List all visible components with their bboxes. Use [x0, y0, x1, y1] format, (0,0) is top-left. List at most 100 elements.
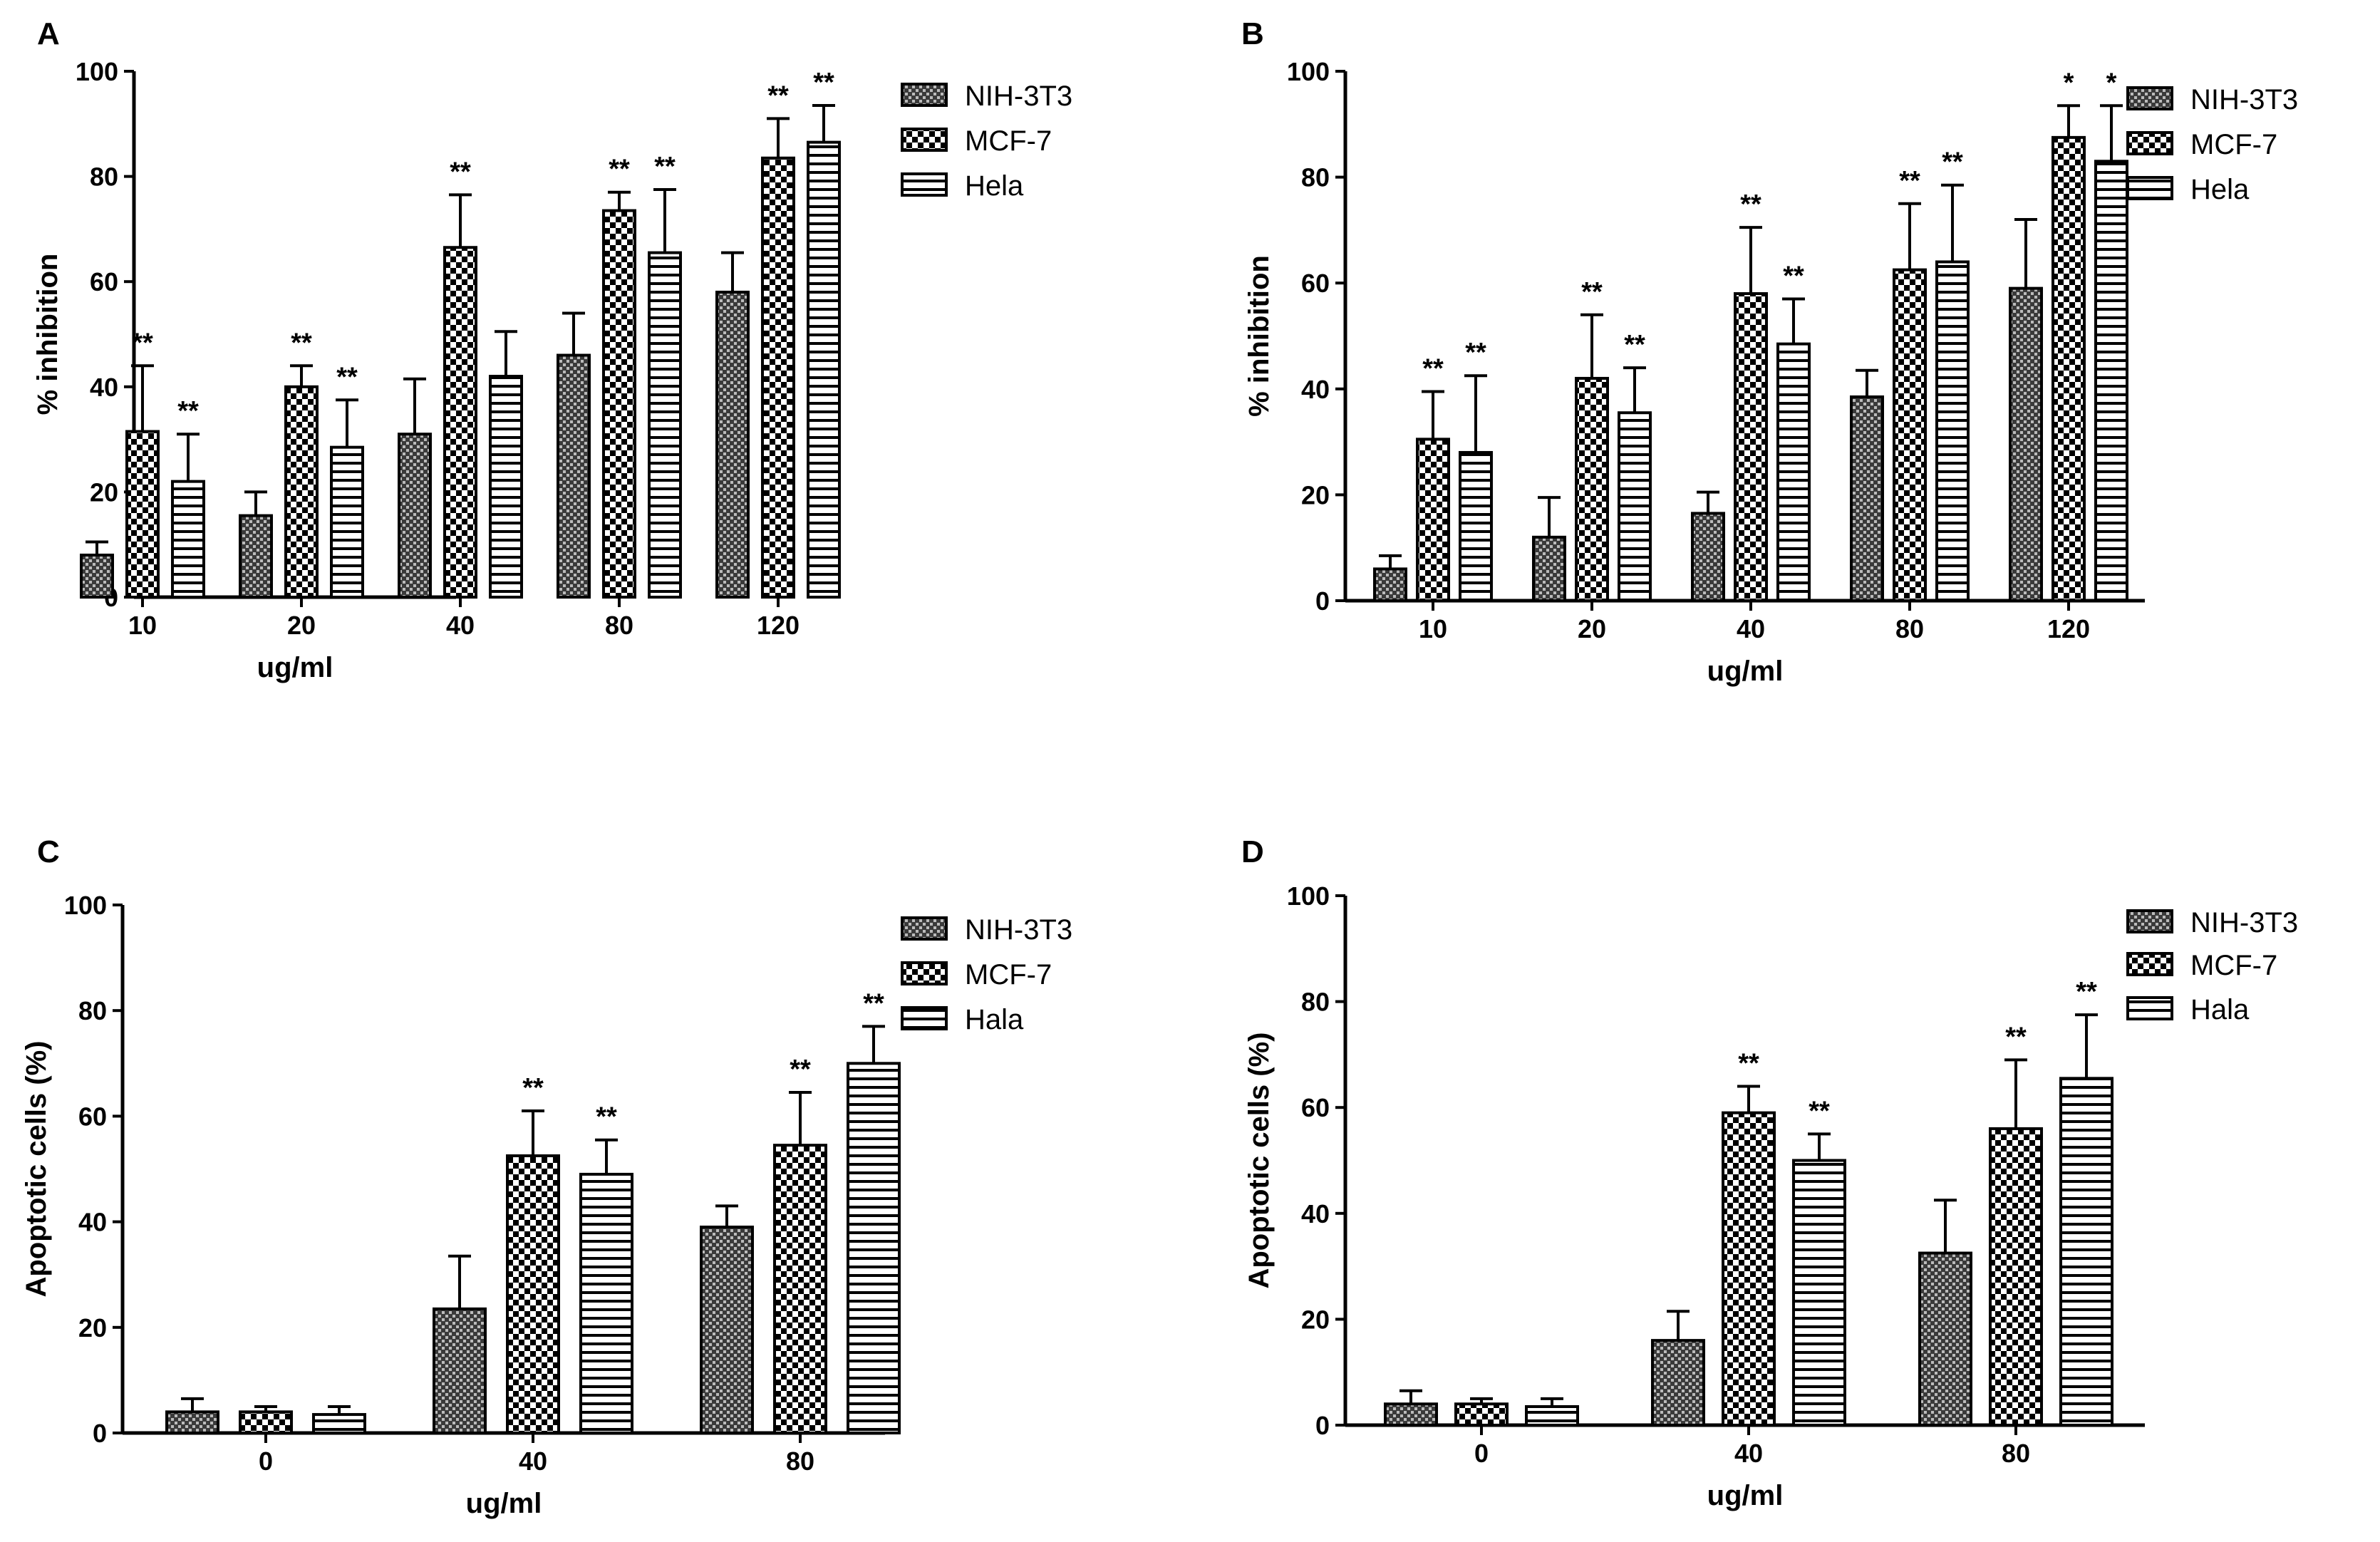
bar — [1416, 438, 1450, 603]
significance-mark: ** — [1624, 330, 1645, 360]
bar — [239, 514, 273, 599]
y-tick-labels: 0 20 40 60 80 100 — [64, 891, 107, 1448]
bar — [847, 1062, 901, 1435]
significance-mark: ** — [863, 988, 884, 1018]
bar — [1691, 512, 1725, 603]
bar — [2052, 135, 2086, 602]
bar — [648, 251, 682, 599]
significance-mark: ** — [1942, 148, 1963, 177]
chart-marks: ****************** — [1335, 68, 2173, 611]
significance-mark: ** — [450, 157, 471, 187]
y-tick-label: 100 — [1287, 57, 1330, 86]
bar — [1850, 395, 1884, 602]
bar — [506, 1154, 560, 1434]
bar — [2094, 160, 2128, 602]
bar — [773, 1144, 827, 1435]
legend-label-nih-3t3: NIH-3T3 — [965, 81, 1072, 112]
x-tick-labels: 0 40 80 — [1474, 1439, 2030, 1468]
panel-d: D 0 20 40 60 80 100 0 40 80 Apoptotic ce… — [1241, 834, 2298, 1511]
legend: NIH-3T3 MCF-7 Hala — [965, 914, 1072, 1035]
legend-swatch — [2126, 176, 2173, 200]
bar — [2059, 1077, 2113, 1427]
x-tick-label: 40 — [1737, 614, 1765, 643]
legend-label-mcf-7: MCF-7 — [2190, 129, 2277, 160]
y-tick-label: 60 — [90, 267, 118, 296]
y-tick-label: 60 — [1301, 1093, 1330, 1122]
bar — [489, 375, 523, 599]
bar — [557, 353, 591, 599]
y-tick-label: 20 — [90, 477, 118, 507]
y-axis-title: % inhibition — [1243, 255, 1275, 417]
panel-letter: C — [37, 834, 60, 869]
bar — [125, 430, 160, 599]
significance-mark: ** — [1783, 261, 1804, 291]
bar — [1575, 376, 1609, 602]
bar — [80, 553, 114, 599]
legend-swatch — [2126, 952, 2173, 976]
y-tick-labels: 0 20 40 60 80 100 — [76, 57, 118, 612]
bar — [433, 1307, 487, 1434]
bar — [1532, 535, 1566, 603]
x-axis-title: ug/ml — [1707, 1480, 1784, 1511]
panel-c: C 0 20 40 60 80 100 0 40 80 Apoptotic ce… — [21, 834, 1072, 1519]
significance-mark: ** — [767, 81, 789, 110]
y-tick-labels: 0 20 40 60 80 100 — [1287, 57, 1330, 616]
y-tick-label: 0 — [93, 1419, 107, 1448]
y-tick-label: 80 — [1301, 163, 1330, 192]
y-tick-label: 20 — [1301, 480, 1330, 509]
bar — [239, 1410, 293, 1434]
panel-b: B 0 20 40 60 80 100 10 20 40 80 120 % in… — [1241, 16, 2298, 687]
legend-label-nih-3t3: NIH-3T3 — [2190, 907, 2298, 938]
panel-letter: D — [1241, 834, 1264, 869]
significance-mark: ** — [1899, 166, 1920, 196]
bar — [700, 1226, 754, 1434]
significance-mark: * — [2064, 68, 2074, 98]
y-tick-label: 80 — [90, 162, 118, 192]
x-tick-label: 120 — [757, 611, 800, 640]
y-tick-label: 0 — [1315, 1411, 1330, 1440]
significance-mark: ** — [2076, 977, 2097, 1007]
bar — [1525, 1404, 1579, 1427]
legend-swatch — [901, 83, 948, 107]
significance-mark: ** — [1740, 190, 1761, 219]
bar — [1651, 1339, 1705, 1427]
bar — [1722, 1111, 1776, 1427]
panel-letter: A — [37, 16, 60, 51]
y-tick-label: 40 — [90, 373, 118, 402]
legend: NIH-3T3 MCF-7 Hela — [2190, 84, 2298, 205]
y-axis-title: Apoptotic cells (%) — [21, 1040, 52, 1297]
significance-mark: ** — [609, 155, 630, 185]
y-tick-labels: 0 20 40 60 80 100 — [1287, 881, 1330, 1440]
y-tick-label: 100 — [64, 891, 107, 920]
x-tick-label: 80 — [605, 611, 633, 640]
bar — [1989, 1127, 2043, 1427]
chart-marks: ****************** — [80, 68, 948, 607]
x-axis-title: ug/ml — [466, 1488, 542, 1519]
chart-marks: ** ** ** ** — [1335, 894, 2173, 1435]
significance-mark: ** — [1581, 277, 1603, 307]
significance-mark: ** — [1422, 354, 1444, 384]
bar — [312, 1413, 366, 1434]
legend-label-hala: Hala — [965, 1004, 1024, 1035]
x-tick-label: 20 — [1578, 614, 1606, 643]
x-tick-label: 0 — [1474, 1439, 1489, 1468]
legend-swatch — [2126, 996, 2173, 1020]
bar — [1618, 411, 1652, 602]
x-tick-labels: 10 20 40 80 120 — [1419, 614, 2090, 643]
significance-mark: ** — [1738, 1048, 1759, 1078]
y-tick-label: 20 — [1301, 1305, 1330, 1334]
legend-label-hela: Hela — [965, 170, 1024, 202]
y-tick-label: 20 — [78, 1313, 107, 1342]
bar — [715, 290, 750, 599]
bar — [602, 209, 636, 599]
x-tick-label: 40 — [1734, 1439, 1763, 1468]
y-axis-title: Apoptotic cells (%) — [1243, 1032, 1275, 1288]
y-tick-label: 40 — [1301, 1199, 1330, 1228]
y-tick-label: 100 — [1287, 881, 1330, 911]
bar — [1776, 342, 1811, 602]
panel-a: A 0 20 40 60 80 100 10 20 40 80 120 % in… — [32, 16, 1072, 683]
legend-label-mcf-7: MCF-7 — [965, 959, 1052, 990]
significance-mark: ** — [596, 1102, 617, 1132]
bar — [1792, 1159, 1846, 1427]
legend-swatch — [2126, 86, 2173, 110]
